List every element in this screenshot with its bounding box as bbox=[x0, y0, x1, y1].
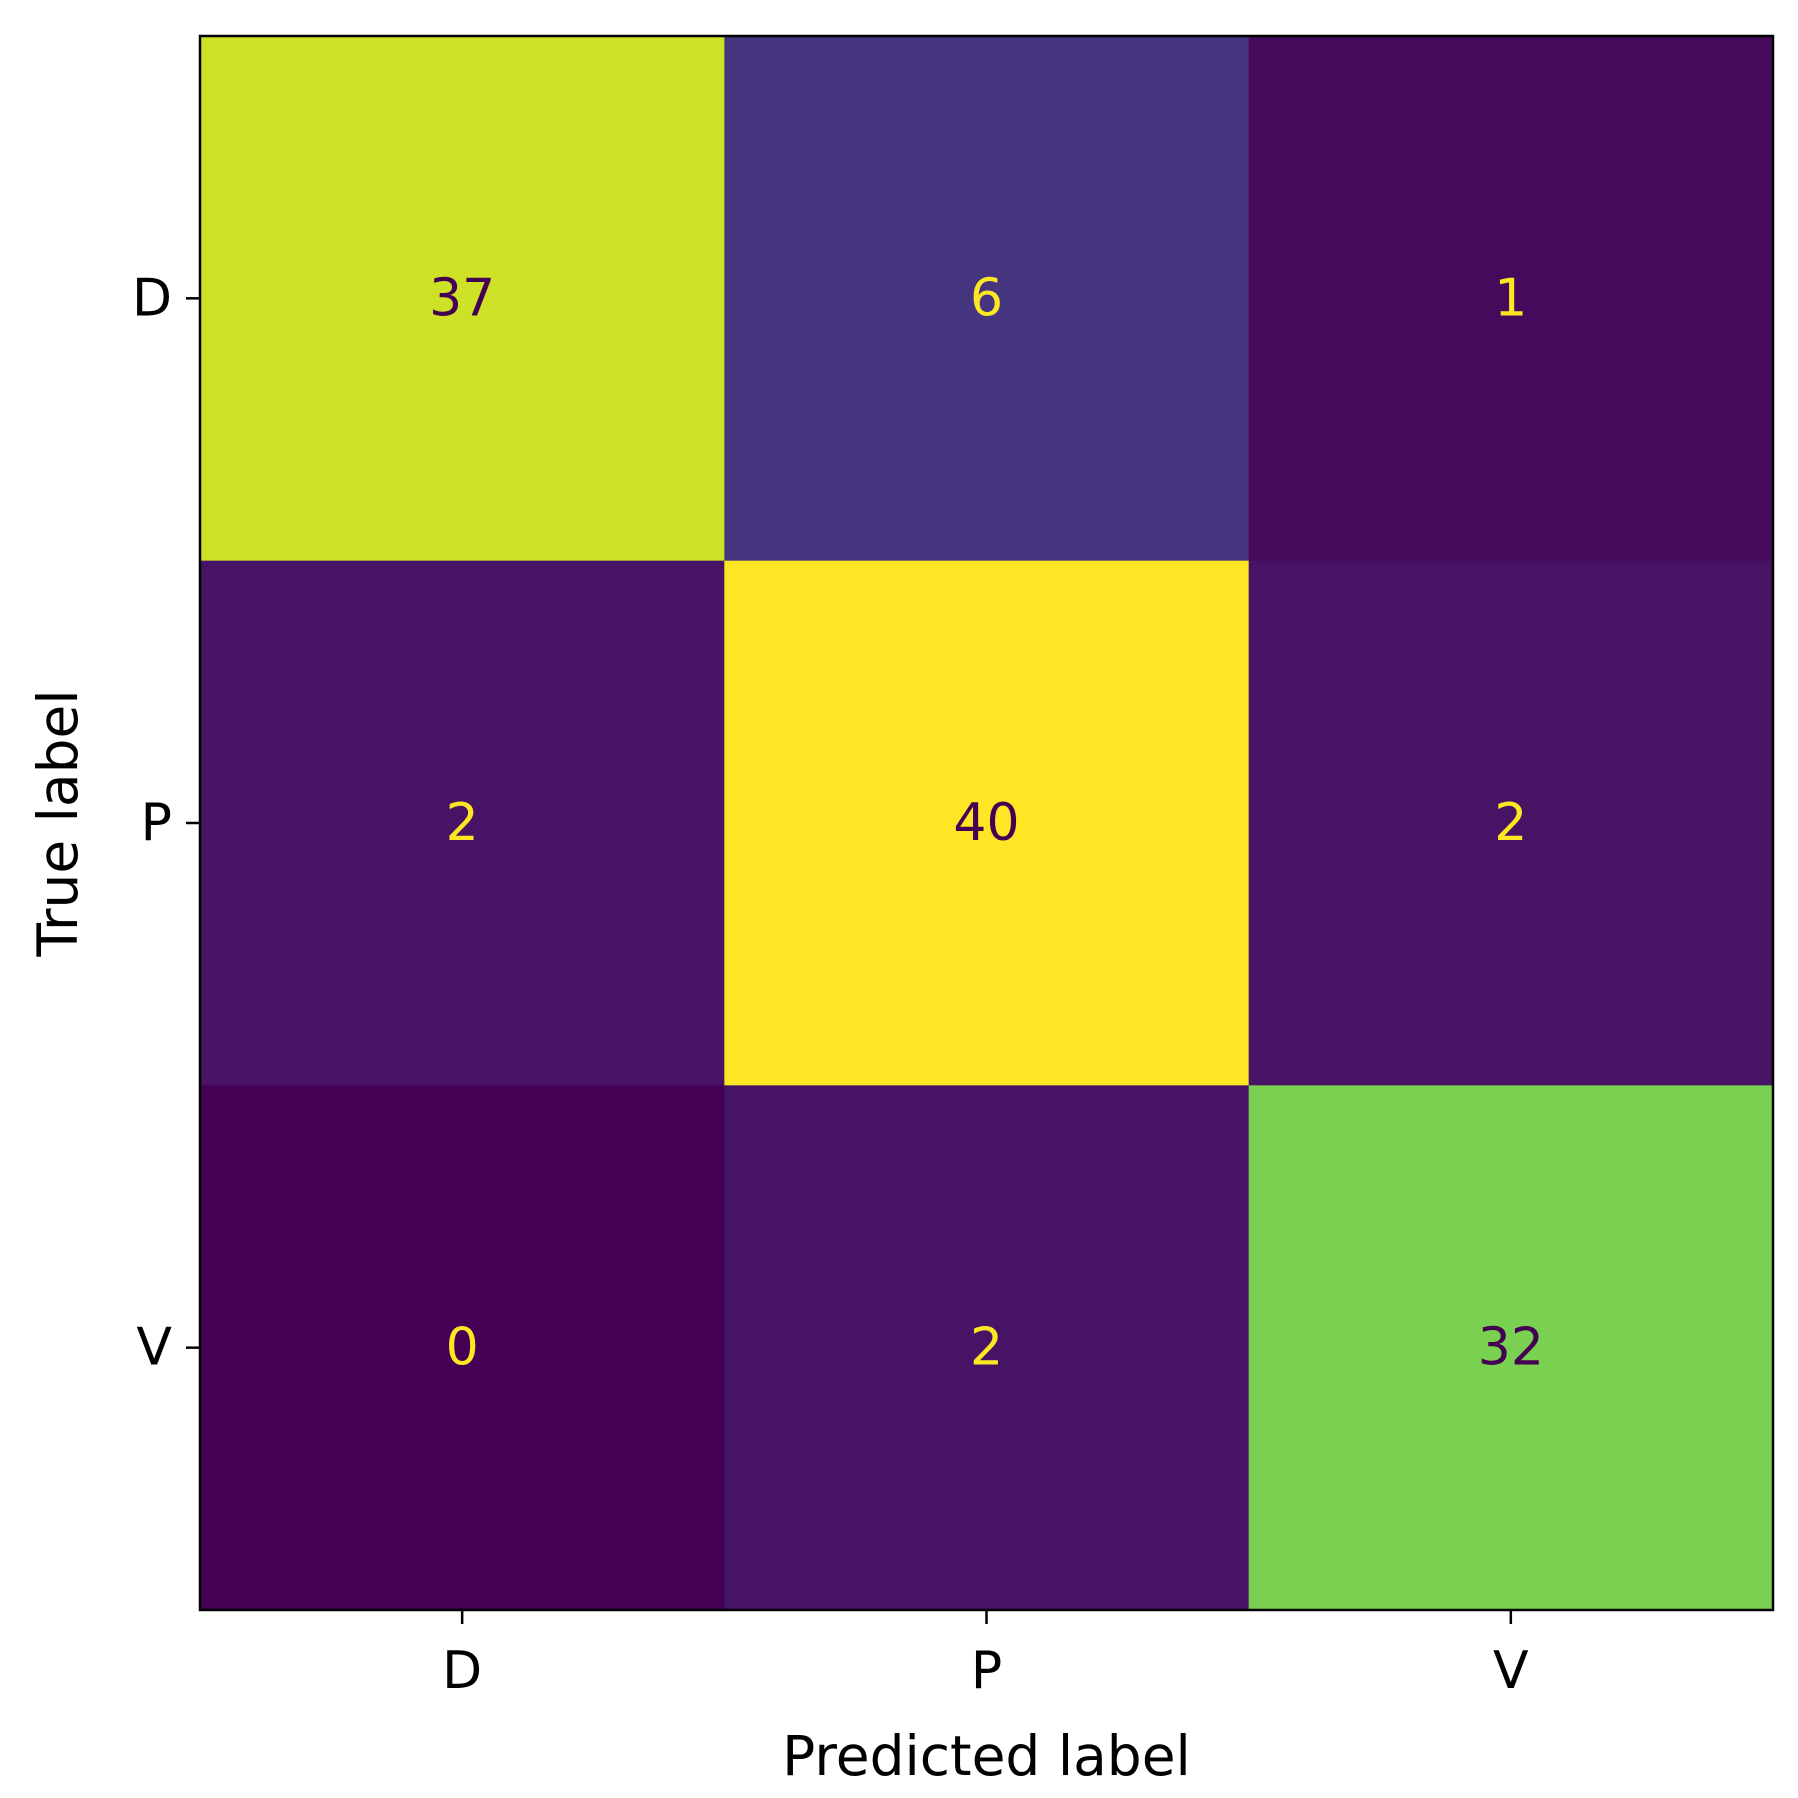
y-tick-label: D bbox=[132, 268, 172, 328]
cell-value-label: 2 bbox=[1494, 793, 1527, 853]
cell-value-label: 37 bbox=[429, 268, 495, 328]
heatmap-cell bbox=[724, 36, 1250, 562]
x-tick-label: D bbox=[442, 1641, 482, 1701]
cell-value-label: 32 bbox=[1478, 1318, 1544, 1378]
heatmap-cell bbox=[1248, 560, 1774, 1086]
heatmap-cell bbox=[1248, 36, 1774, 562]
cell-value-label: 1 bbox=[1494, 268, 1527, 328]
heatmap-cell bbox=[200, 36, 725, 562]
y-tick-label: V bbox=[136, 1318, 172, 1378]
heatmap-cell bbox=[1248, 1085, 1774, 1611]
heatmap-cell bbox=[200, 1085, 725, 1611]
cell-value-label: 6 bbox=[970, 268, 1003, 328]
cell-value-label: 2 bbox=[446, 793, 479, 853]
cell-value-labels: 37 6 1 2 40 2 0 2 32 bbox=[429, 268, 1544, 1377]
heatmap-cell bbox=[200, 560, 725, 1086]
heatmap-cells bbox=[200, 36, 1774, 1611]
y-tick-label: P bbox=[141, 793, 172, 853]
cell-value-label: 2 bbox=[970, 1318, 1003, 1378]
x-tick-label: P bbox=[971, 1641, 1002, 1701]
cell-value-label: 40 bbox=[953, 793, 1019, 853]
heatmap-cell bbox=[724, 560, 1250, 1086]
x-axis-label: Predicted label bbox=[782, 1724, 1191, 1788]
cell-value-label: 0 bbox=[446, 1318, 479, 1378]
x-tick-label: V bbox=[1493, 1641, 1529, 1701]
axis-ticks: D P V D P V bbox=[132, 268, 1529, 1701]
heatmap-cell bbox=[724, 1085, 1250, 1611]
y-axis-label: True label bbox=[26, 689, 90, 957]
